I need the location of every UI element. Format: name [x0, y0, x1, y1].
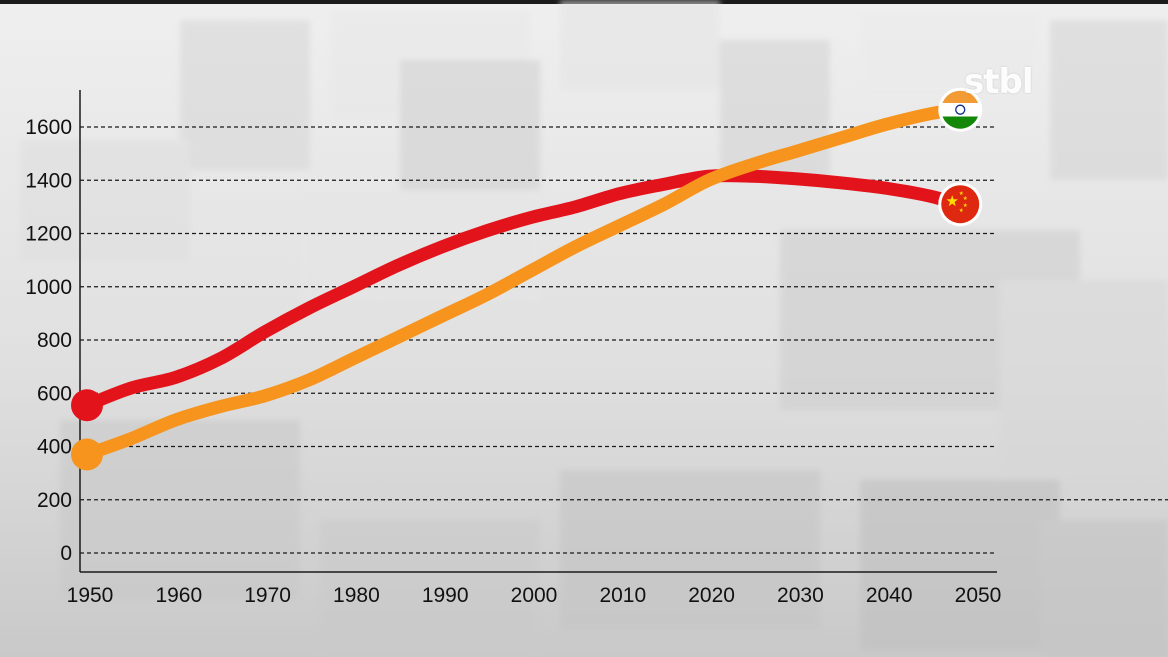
- x-tick-label: 2000: [511, 584, 558, 607]
- x-tick-label: 1950: [67, 584, 114, 607]
- axes: [79, 90, 997, 573]
- x-tick-label: 2010: [599, 584, 646, 607]
- series-lines: [80, 103, 964, 461]
- y-tick-label: 600: [37, 382, 72, 405]
- series-line-india: [80, 103, 964, 461]
- flag-star: [959, 191, 964, 195]
- x-tick-label: 2030: [777, 584, 824, 607]
- series-line-china: [80, 169, 964, 412]
- x-tick-label: 2020: [688, 584, 735, 607]
- flag-star: [946, 195, 958, 207]
- x-tick-label: 2050: [955, 584, 1002, 607]
- x-tick-label: 1980: [333, 584, 380, 607]
- y-tick-label: 0: [60, 542, 72, 565]
- series-markers: [71, 87, 983, 471]
- china-flag-icon: [938, 182, 983, 227]
- y-tick-label: 1400: [25, 169, 72, 192]
- flag-star: [963, 196, 968, 200]
- y-tick-label: 1200: [25, 223, 72, 246]
- flag-artwork: [941, 90, 980, 129]
- series-start-marker: [71, 438, 103, 471]
- ashoka-chakra: [955, 104, 966, 115]
- channel-logo: stbl: [964, 62, 1033, 102]
- x-tick-label: 1960: [155, 584, 202, 607]
- x-tick-label: 1970: [244, 584, 291, 607]
- y-tick-label: 1000: [25, 276, 72, 299]
- flag-star: [959, 208, 964, 212]
- y-tick-label: 400: [37, 436, 72, 459]
- x-tick-label: 1990: [422, 584, 469, 607]
- y-tick-label: 200: [37, 489, 72, 512]
- india-flag-icon: [938, 87, 983, 132]
- y-axis-ticks: 0 200 400 600 800 1000 1200 1400 1600: [25, 116, 72, 565]
- y-tick-label: 1600: [25, 116, 72, 139]
- series-start-marker: [71, 389, 103, 422]
- x-tick-label: 2040: [866, 584, 913, 607]
- flag-artwork: [941, 185, 980, 224]
- x-axis-ticks: 1950 1960 1970 1980 1990 2000 2010 2020 2030 2040…: [67, 584, 1002, 607]
- y-tick-label: 800: [37, 329, 72, 352]
- flag-star: [963, 203, 968, 207]
